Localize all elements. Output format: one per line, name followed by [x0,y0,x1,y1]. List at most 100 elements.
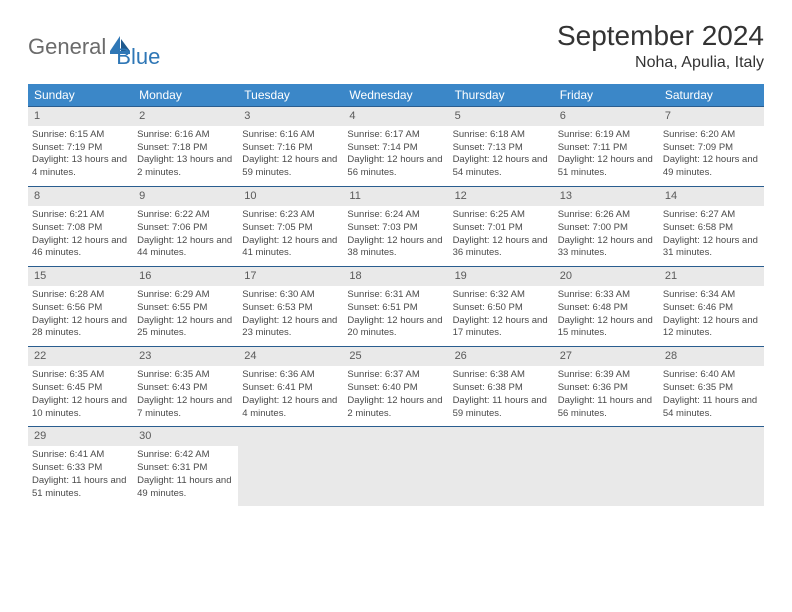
day-number: 26 [449,347,554,366]
day-cell: 22Sunrise: 6:35 AMSunset: 6:45 PMDayligh… [28,347,133,427]
day-header-row: Sunday Monday Tuesday Wednesday Thursday… [28,84,764,107]
week-row: 29Sunrise: 6:41 AMSunset: 6:33 PMDayligh… [28,427,764,507]
day-number: 1 [28,107,133,126]
daylight-line: Daylight: 13 hours and 4 minutes. [32,154,129,180]
day-cell: 3Sunrise: 6:16 AMSunset: 7:16 PMDaylight… [238,107,343,187]
day-number: 28 [659,347,764,366]
sunset-line: Sunset: 6:55 PM [137,302,234,315]
sunset-line: Sunset: 6:36 PM [558,382,655,395]
day-number: 25 [343,347,448,366]
location: Noha, Apulia, Italy [557,54,764,72]
sunset-line: Sunset: 7:13 PM [453,142,550,155]
daylight-line: Daylight: 12 hours and 2 minutes. [347,395,444,421]
daylight-line: Daylight: 12 hours and 7 minutes. [137,395,234,421]
day-cell: 9Sunrise: 6:22 AMSunset: 7:06 PMDaylight… [133,187,238,267]
sunset-line: Sunset: 6:53 PM [242,302,339,315]
daylight-line: Daylight: 12 hours and 12 minutes. [663,315,760,341]
daylight-line: Daylight: 12 hours and 20 minutes. [347,315,444,341]
day-cell: 26Sunrise: 6:38 AMSunset: 6:38 PMDayligh… [449,347,554,427]
sunrise-line: Sunrise: 6:40 AM [663,369,760,382]
day-cell: 10 Sunrise: 6:23 AMSunset: 7:05 PMDayligh… [238,187,343,267]
day-cell [554,427,659,507]
day-header: Thursday [449,84,554,107]
daylight-line: Daylight: 12 hours and 15 minutes. [558,315,655,341]
day-number: 29 [28,427,133,446]
day-cell: 17Sunrise: 6:30 AMSunset: 6:53 PMDayligh… [238,267,343,347]
logo-text-general: General [28,34,106,60]
daylight-line: Daylight: 12 hours and 28 minutes. [32,315,129,341]
day-number: 6 [554,107,659,126]
daylight-line: Daylight: 12 hours and 33 minutes. [558,235,655,261]
day-cell: 18Sunrise: 6:31 AMSunset: 6:51 PMDayligh… [343,267,448,347]
day-cell: 24Sunrise: 6:36 AMSunset: 6:41 PMDayligh… [238,347,343,427]
day-number: 13 [554,187,659,206]
day-number: 19 [449,267,554,286]
daylight-line: Daylight: 12 hours and 49 minutes. [663,154,760,180]
day-number: 12 [449,187,554,206]
day-number: 21 [659,267,764,286]
day-header: Friday [554,84,659,107]
sunrise-line: Sunrise: 6:36 AM [242,369,339,382]
daylight-line: Daylight: 12 hours and 41 minutes. [242,235,339,261]
day-cell: 4Sunrise: 6:17 AMSunset: 7:14 PMDaylight… [343,107,448,187]
daylight-line: Daylight: 11 hours and 51 minutes. [32,475,129,501]
day-header: Tuesday [238,84,343,107]
sunrise-line: Sunrise: 6:19 AM [558,129,655,142]
sunrise-line: Sunrise: 6:35 AM [32,369,129,382]
day-number: 23 [133,347,238,366]
daylight-line: Daylight: 11 hours and 59 minutes. [453,395,550,421]
sunset-line: Sunset: 6:41 PM [242,382,339,395]
daylight-line: Daylight: 12 hours and 31 minutes. [663,235,760,261]
day-cell [449,427,554,507]
logo: General Blue [28,24,160,70]
sunrise-line: Sunrise: 6:31 AM [347,289,444,302]
day-number: 17 [238,267,343,286]
sunset-line: Sunset: 6:48 PM [558,302,655,315]
sunrise-line: Sunrise: 6:30 AM [242,289,339,302]
day-cell: 21Sunrise: 6:34 AMSunset: 6:46 PMDayligh… [659,267,764,347]
day-number: 14 [659,187,764,206]
sunrise-line: Sunrise: 6:34 AM [663,289,760,302]
sunrise-line: Sunrise: 6:26 AM [558,209,655,222]
sunset-line: Sunset: 7:06 PM [137,222,234,235]
sunset-line: Sunset: 7:09 PM [663,142,760,155]
day-number: 11 [343,187,448,206]
day-header: Sunday [28,84,133,107]
sunset-line: Sunset: 6:58 PM [663,222,760,235]
sunrise-line: Sunrise: 6:23 AM [242,209,339,222]
day-cell: 16Sunrise: 6:29 AMSunset: 6:55 PMDayligh… [133,267,238,347]
sunset-line: Sunset: 7:11 PM [558,142,655,155]
day-cell: 30Sunrise: 6:42 AMSunset: 6:31 PMDayligh… [133,427,238,507]
sunset-line: Sunset: 7:05 PM [242,222,339,235]
day-cell [343,427,448,507]
sunrise-line: Sunrise: 6:32 AM [453,289,550,302]
daylight-line: Daylight: 12 hours and 59 minutes. [242,154,339,180]
day-header: Monday [133,84,238,107]
day-number: 10 [238,187,343,206]
sunrise-line: Sunrise: 6:28 AM [32,289,129,302]
day-cell: 8Sunrise: 6:21 AMSunset: 7:08 PMDaylight… [28,187,133,267]
sunrise-line: Sunrise: 6:18 AM [453,129,550,142]
sunrise-line: Sunrise: 6:20 AM [663,129,760,142]
sunset-line: Sunset: 6:31 PM [137,462,234,475]
day-cell: 15Sunrise: 6:28 AMSunset: 6:56 PMDayligh… [28,267,133,347]
sunset-line: Sunset: 6:43 PM [137,382,234,395]
sunrise-line: Sunrise: 6:33 AM [558,289,655,302]
sunrise-line: Sunrise: 6:25 AM [453,209,550,222]
sunset-line: Sunset: 6:51 PM [347,302,444,315]
day-number: 24 [238,347,343,366]
day-cell: 28Sunrise: 6:40 AMSunset: 6:35 PMDayligh… [659,347,764,427]
calendar-table: Sunday Monday Tuesday Wednesday Thursday… [28,84,764,506]
day-number: 20 [554,267,659,286]
day-cell: 20 Sunrise: 6:33 AMSunset: 6:48 PMDayligh… [554,267,659,347]
daylight-line: Daylight: 12 hours and 54 minutes. [453,154,550,180]
day-cell: 5Sunrise: 6:18 AMSunset: 7:13 PMDaylight… [449,107,554,187]
day-number: 9 [133,187,238,206]
sunrise-line: Sunrise: 6:41 AM [32,449,129,462]
day-header: Wednesday [343,84,448,107]
sunset-line: Sunset: 6:45 PM [32,382,129,395]
day-cell: 11Sunrise: 6:24 AMSunset: 7:03 PMDayligh… [343,187,448,267]
sunrise-line: Sunrise: 6:16 AM [242,129,339,142]
day-cell: 25Sunrise: 6:37 AMSunset: 6:40 PMDayligh… [343,347,448,427]
day-cell: 1Sunrise: 6:15 AMSunset: 7:19 PMDaylight… [28,107,133,187]
